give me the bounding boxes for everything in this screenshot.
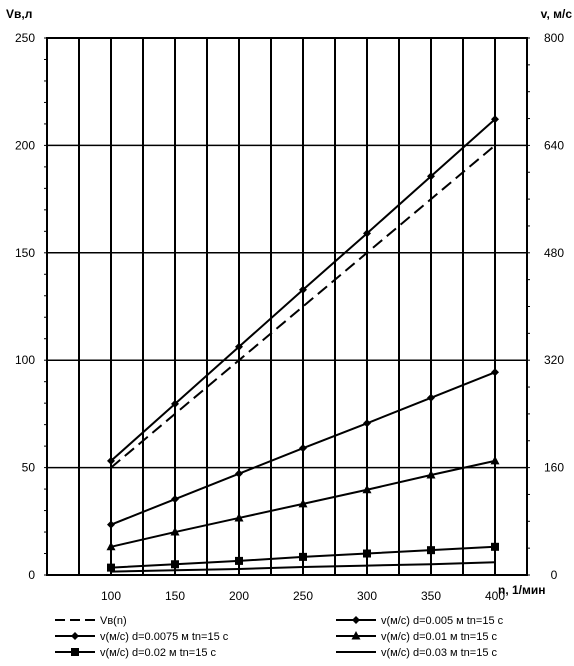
diamond-marker bbox=[171, 399, 179, 408]
square-marker bbox=[107, 563, 115, 572]
y-left-axis-title: Vв,л bbox=[6, 7, 32, 21]
square-marker bbox=[299, 552, 307, 561]
x-tick-label: 300 bbox=[357, 589, 377, 603]
x-tick-label: 250 bbox=[293, 589, 313, 603]
y-left-tick-label: 250 bbox=[15, 31, 35, 45]
y-right-axis-title: v, м/с bbox=[541, 7, 573, 21]
y-right-tick-label: 800 bbox=[544, 31, 564, 45]
legend-label: v(м/с) d=0.03 м tn=15 с bbox=[381, 647, 498, 659]
diamond-marker bbox=[427, 172, 435, 181]
series-5 bbox=[107, 542, 499, 572]
diamond-marker bbox=[363, 419, 371, 428]
grid bbox=[47, 38, 527, 575]
series-4 bbox=[106, 455, 500, 551]
triangle-marker bbox=[490, 455, 500, 465]
y-left-tick-label: 0 bbox=[28, 568, 35, 582]
x-tick-label: 100 bbox=[101, 589, 121, 603]
legend-label: Vв(n) bbox=[100, 615, 127, 627]
diamond-marker bbox=[171, 495, 179, 504]
diamond-marker bbox=[427, 393, 435, 402]
y-right-tick-label: 0 bbox=[551, 568, 558, 582]
series-1 bbox=[110, 144, 496, 469]
legend-label: v(м/с) d=0.005 м tn=15 с bbox=[381, 615, 504, 627]
series-layer bbox=[106, 115, 500, 573]
legend-label: v(м/с) d=0.02 м tn=15 с bbox=[100, 647, 217, 659]
y-right-tick-label: 320 bbox=[544, 353, 564, 367]
series-2 bbox=[107, 115, 499, 465]
triangle-marker bbox=[170, 527, 180, 536]
diamond-marker bbox=[352, 616, 360, 624]
diamond-marker bbox=[71, 632, 79, 640]
y-left-tick-label: 50 bbox=[22, 461, 36, 475]
diamond-marker bbox=[107, 520, 115, 529]
x-tick-label: 350 bbox=[421, 589, 441, 603]
x-tick-label: 150 bbox=[165, 589, 185, 603]
legend-item: v(м/с) d=0.005 м tn=15 с bbox=[336, 615, 504, 627]
y-left-tick-label: 200 bbox=[15, 138, 35, 152]
x-tick-label: 200 bbox=[229, 589, 249, 603]
series-line bbox=[110, 561, 496, 573]
y-right-tick-label: 160 bbox=[544, 461, 564, 475]
x-axis-title: n, 1/мин bbox=[498, 583, 546, 597]
triangle-marker bbox=[234, 512, 244, 522]
series-6 bbox=[110, 561, 496, 573]
x-tick-label: 400 bbox=[485, 589, 505, 603]
diamond-marker bbox=[235, 342, 243, 351]
diamond-marker bbox=[491, 115, 499, 124]
plot-frame bbox=[46, 37, 528, 576]
series-line bbox=[110, 144, 496, 469]
axes: 0 50 100 150 200 250 0 160 320 480 640 800 100 150 200… bbox=[15, 31, 564, 603]
diamond-marker bbox=[299, 285, 307, 294]
diamond-marker bbox=[491, 368, 499, 377]
square-marker bbox=[235, 556, 243, 565]
diamond-marker bbox=[363, 229, 371, 238]
square-marker bbox=[363, 549, 371, 558]
y-right-tick-label: 640 bbox=[544, 138, 564, 152]
triangle-marker bbox=[362, 484, 372, 494]
legend-item: Vв(n) bbox=[55, 615, 127, 627]
series-3 bbox=[107, 368, 499, 529]
diamond-marker bbox=[107, 456, 115, 465]
diamond-marker bbox=[299, 444, 307, 453]
y-right-tick-label: 480 bbox=[544, 246, 564, 260]
legend-item: v(м/с) d=0.03 м tn=15 с bbox=[336, 647, 498, 659]
triangle-marker bbox=[298, 498, 308, 508]
square-marker bbox=[171, 560, 179, 569]
y-left-tick-label: 150 bbox=[15, 246, 35, 260]
triangle-marker bbox=[426, 469, 436, 479]
square-marker bbox=[71, 648, 79, 656]
legend-item: v(м/с) d=0.02 м tn=15 с bbox=[55, 647, 217, 659]
triangle-marker bbox=[351, 631, 361, 640]
legend-label: v(м/с) d=0.01 м tn=15 с bbox=[381, 631, 498, 643]
legend-item: v(м/с) d=0.01 м tn=15 с bbox=[336, 631, 498, 643]
legend-label: v(м/с) d=0.0075 м tn=15 с bbox=[100, 631, 229, 643]
legend: Vв(n) v(м/с) d=0.005 м tn=15 с v(м/с) d=0.… bbox=[55, 615, 504, 659]
diamond-marker bbox=[235, 469, 243, 478]
y-left-tick-label: 100 bbox=[15, 353, 35, 367]
legend-item: v(м/с) d=0.0075 м tn=15 с bbox=[55, 631, 229, 643]
square-marker bbox=[427, 546, 435, 555]
triangle-marker bbox=[106, 541, 116, 551]
square-marker bbox=[491, 542, 499, 551]
